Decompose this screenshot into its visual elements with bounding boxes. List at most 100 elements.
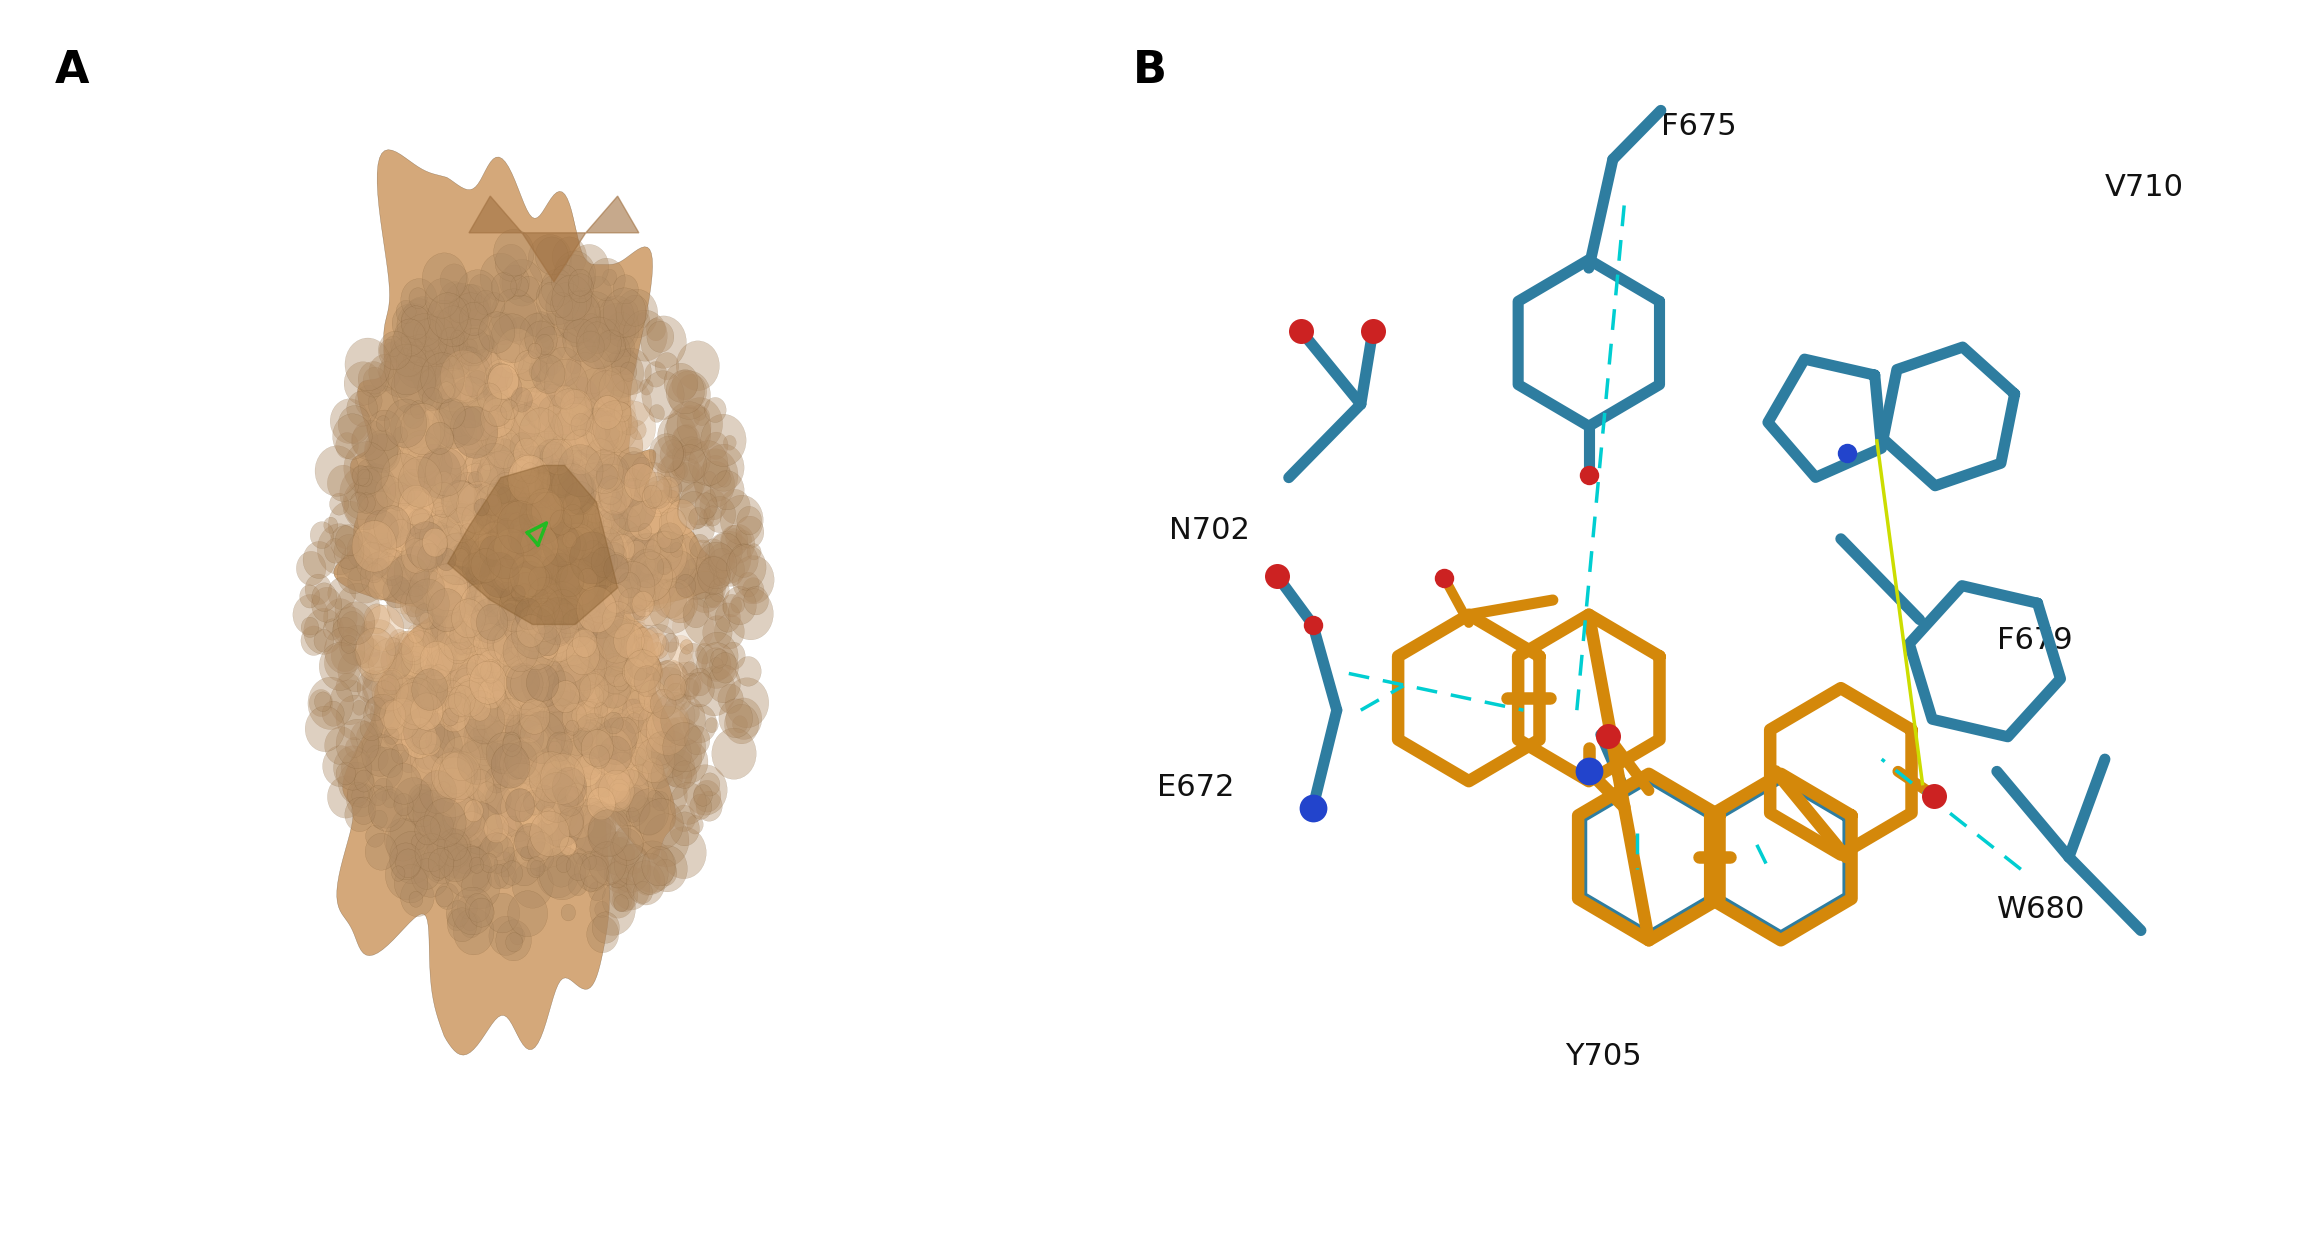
- Circle shape: [436, 649, 457, 674]
- Circle shape: [579, 671, 605, 699]
- Circle shape: [475, 417, 508, 452]
- Circle shape: [425, 516, 459, 557]
- Circle shape: [639, 472, 669, 507]
- Circle shape: [346, 782, 369, 807]
- Circle shape: [607, 658, 653, 712]
- Circle shape: [549, 712, 568, 733]
- Circle shape: [469, 697, 489, 721]
- Circle shape: [395, 849, 420, 878]
- Circle shape: [533, 597, 577, 648]
- Circle shape: [561, 598, 589, 631]
- Circle shape: [605, 741, 644, 784]
- Circle shape: [552, 541, 593, 587]
- Circle shape: [455, 552, 487, 590]
- Circle shape: [739, 572, 759, 597]
- Circle shape: [422, 617, 469, 669]
- Circle shape: [531, 541, 577, 592]
- Circle shape: [565, 356, 582, 373]
- Circle shape: [374, 505, 420, 558]
- Circle shape: [577, 331, 605, 362]
- Circle shape: [448, 709, 485, 753]
- Circle shape: [395, 777, 432, 822]
- Circle shape: [586, 502, 619, 538]
- Circle shape: [457, 803, 503, 854]
- Circle shape: [554, 629, 584, 662]
- Circle shape: [494, 598, 529, 638]
- Circle shape: [471, 587, 508, 628]
- Circle shape: [462, 553, 489, 585]
- Circle shape: [609, 783, 630, 808]
- Circle shape: [519, 542, 540, 565]
- Circle shape: [642, 628, 667, 657]
- Circle shape: [658, 523, 683, 553]
- Circle shape: [452, 352, 492, 396]
- Circle shape: [651, 642, 695, 692]
- Circle shape: [625, 689, 653, 721]
- Circle shape: [395, 427, 409, 443]
- Circle shape: [436, 337, 473, 378]
- Circle shape: [526, 781, 545, 803]
- Circle shape: [582, 729, 614, 767]
- Circle shape: [365, 746, 388, 771]
- Circle shape: [563, 290, 600, 332]
- Circle shape: [531, 687, 559, 718]
- Circle shape: [713, 615, 745, 649]
- Circle shape: [355, 636, 397, 682]
- Circle shape: [602, 287, 646, 337]
- Circle shape: [621, 558, 637, 577]
- Circle shape: [459, 634, 478, 654]
- Circle shape: [399, 457, 443, 507]
- Circle shape: [568, 643, 591, 671]
- Circle shape: [448, 507, 478, 542]
- Circle shape: [538, 540, 552, 557]
- Circle shape: [542, 712, 565, 738]
- Circle shape: [725, 528, 743, 547]
- Circle shape: [425, 798, 466, 847]
- Circle shape: [561, 638, 607, 691]
- Circle shape: [508, 553, 554, 607]
- Circle shape: [522, 525, 559, 567]
- Circle shape: [632, 634, 646, 649]
- Circle shape: [464, 400, 499, 441]
- Circle shape: [471, 355, 508, 397]
- Circle shape: [621, 844, 646, 874]
- Circle shape: [372, 558, 388, 577]
- Circle shape: [635, 462, 672, 503]
- Circle shape: [492, 289, 535, 341]
- Circle shape: [547, 337, 572, 366]
- Circle shape: [515, 728, 540, 754]
- Circle shape: [524, 402, 540, 421]
- Circle shape: [529, 783, 545, 802]
- Circle shape: [556, 694, 602, 747]
- Circle shape: [614, 468, 646, 507]
- Circle shape: [510, 605, 547, 648]
- Circle shape: [501, 647, 526, 678]
- Circle shape: [365, 605, 404, 651]
- Circle shape: [612, 828, 642, 866]
- Circle shape: [441, 264, 469, 296]
- Circle shape: [632, 592, 653, 617]
- Circle shape: [445, 753, 478, 791]
- Circle shape: [630, 552, 672, 601]
- Circle shape: [392, 305, 425, 342]
- Circle shape: [595, 390, 635, 436]
- Circle shape: [598, 476, 623, 505]
- Circle shape: [369, 786, 388, 806]
- Circle shape: [397, 490, 436, 533]
- Circle shape: [630, 533, 667, 577]
- Circle shape: [709, 548, 734, 578]
- Circle shape: [505, 572, 522, 591]
- Circle shape: [409, 703, 452, 754]
- Circle shape: [619, 878, 637, 899]
- Circle shape: [485, 358, 519, 398]
- Circle shape: [457, 525, 503, 578]
- Circle shape: [457, 836, 471, 852]
- Circle shape: [353, 521, 397, 572]
- Circle shape: [369, 787, 409, 832]
- Circle shape: [519, 639, 535, 659]
- Circle shape: [559, 490, 605, 541]
- Circle shape: [635, 866, 660, 896]
- Circle shape: [466, 513, 496, 550]
- Circle shape: [379, 533, 397, 555]
- Circle shape: [499, 470, 512, 487]
